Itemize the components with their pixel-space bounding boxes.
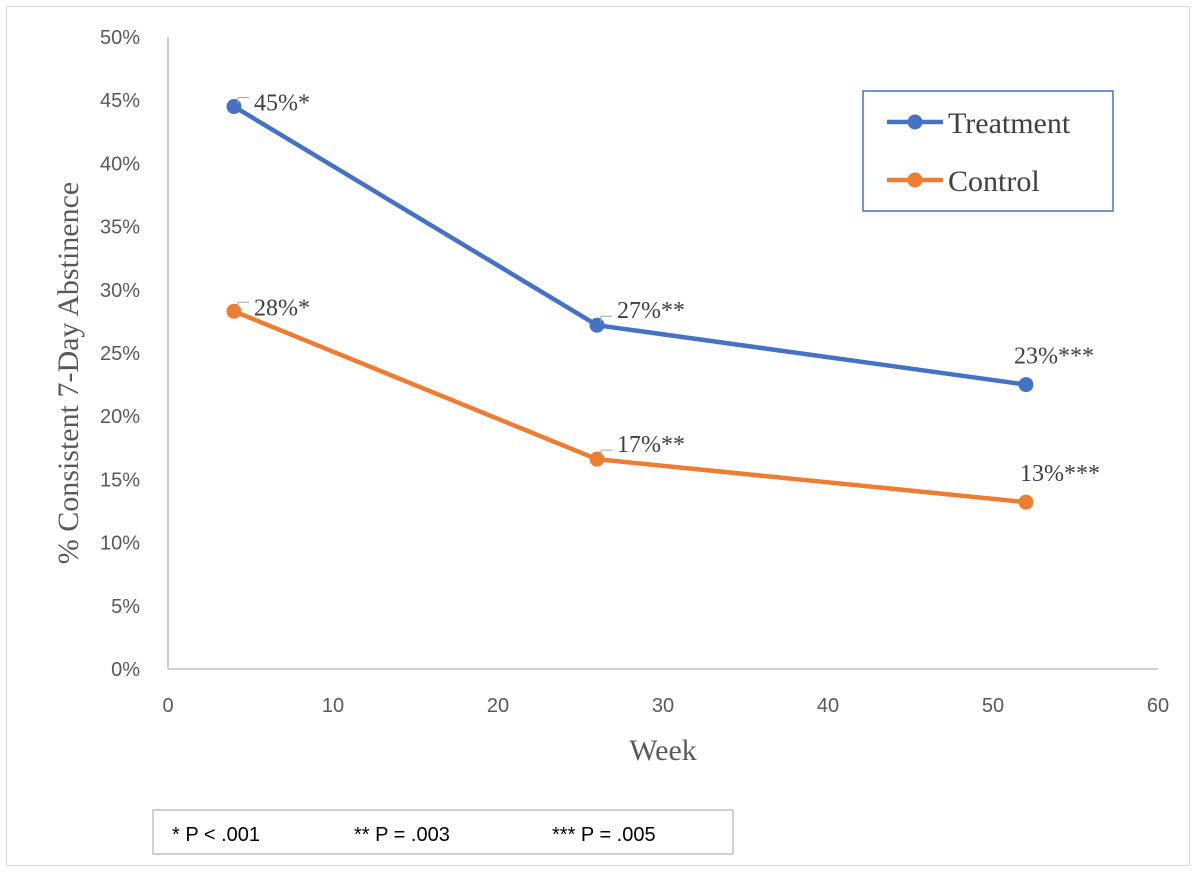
axes: 0% 5% 10% 15% 20% 25% 30% 35% 40% 45% 50% 0 10 20 30 40… — [52, 27, 1169, 767]
data-label: 45%* — [254, 91, 310, 117]
legend: Treatment Control — [862, 90, 1114, 212]
legend-swatch-marker — [907, 114, 923, 130]
significance-note: *** P = .005 — [552, 824, 656, 846]
y-tick-label: 10% — [100, 533, 140, 555]
y-tick-label: 0% — [111, 659, 140, 681]
y-tick-label: 40% — [100, 153, 140, 175]
legend-swatch-marker — [907, 172, 923, 188]
y-tick-label: 30% — [100, 280, 140, 302]
data-label-leader — [600, 315, 612, 323]
data-point — [226, 303, 242, 319]
legend-entry-control: Control — [948, 165, 1040, 198]
data-point — [1018, 494, 1034, 510]
y-tick-label: 15% — [100, 469, 140, 491]
data-point — [1018, 377, 1034, 393]
y-tick-label: 20% — [100, 406, 140, 428]
y-tick-label: 45% — [100, 90, 140, 112]
data-label-leader — [237, 97, 249, 104]
data-label: 28%* — [254, 295, 310, 321]
data-label: 27%** — [617, 298, 685, 324]
x-tick-label: 40 — [817, 695, 839, 717]
y-tick-label: 35% — [100, 217, 140, 239]
data-label-leader — [600, 449, 612, 457]
data-point — [226, 99, 242, 115]
x-axis-title: Week — [629, 734, 697, 767]
notes-box — [152, 809, 734, 855]
data-label-leader — [237, 301, 249, 309]
x-tick-label: 0 — [162, 695, 173, 717]
y-tick-label: 25% — [100, 343, 140, 365]
x-tick-label: 60 — [1147, 695, 1169, 717]
data-label: 17%** — [617, 432, 685, 458]
data-label: 23%*** — [1014, 344, 1094, 370]
significance-note: ** P = .003 — [354, 824, 450, 846]
legend-box — [862, 90, 1114, 212]
y-tick-label: 50% — [100, 27, 140, 49]
legend-entry-treatment: Treatment — [948, 107, 1071, 140]
x-tick-label: 50 — [982, 695, 1004, 717]
data-labels: 45%* 27%** 23%*** 28%* 17%** 13%*** — [237, 91, 1100, 487]
x-tick-label: 20 — [487, 695, 509, 717]
x-tick-label: 30 — [652, 695, 674, 717]
significance-note: * P < .001 — [172, 824, 260, 846]
significance-notes: * P < .001 ** P = .003 *** P = .005 — [152, 809, 734, 855]
chart-border — [6, 6, 1190, 866]
data-point — [589, 317, 605, 333]
data-label: 13%*** — [1020, 461, 1100, 487]
y-tick-label: 5% — [111, 596, 140, 618]
x-tick-label: 10 — [322, 695, 344, 717]
y-axis-title: % Consistent 7-Day Abstinence — [52, 182, 85, 564]
data-point — [589, 451, 605, 467]
